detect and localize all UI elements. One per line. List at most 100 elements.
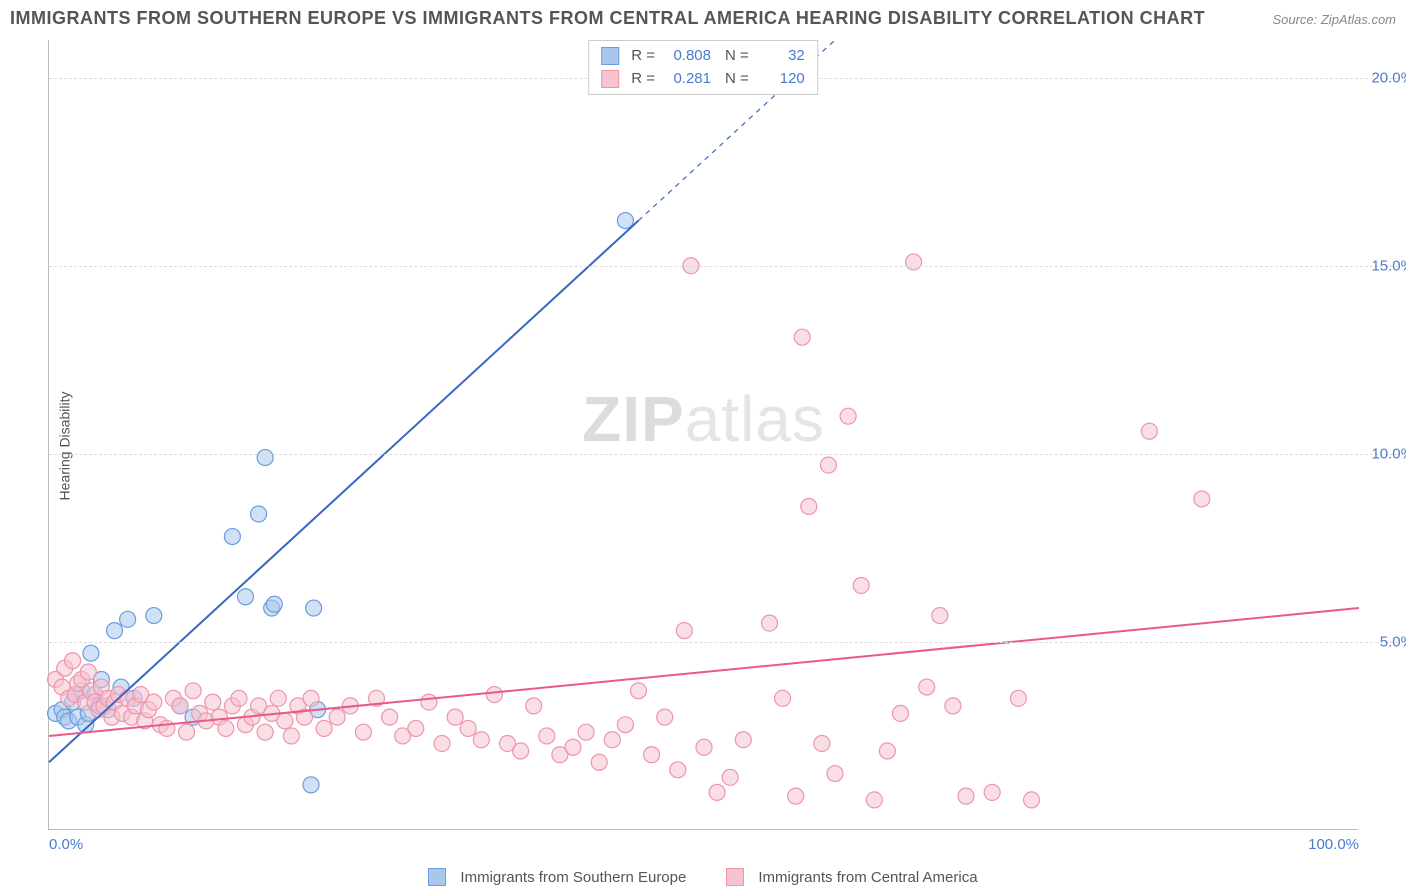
legend-r-label: R = [631,45,655,68]
data-point [224,529,240,545]
data-point [205,694,221,710]
data-point [1024,792,1040,808]
data-point [709,784,725,800]
data-point [185,683,201,699]
data-point [539,728,555,744]
data-point [408,720,424,736]
data-point [676,623,692,639]
data-point [762,615,778,631]
legend-n-label: N = [725,45,749,68]
data-point [879,743,895,759]
data-point [670,762,686,778]
data-point [853,577,869,593]
data-point [1194,491,1210,507]
data-point [303,777,319,793]
data-point [919,679,935,695]
legend-swatch [601,70,619,88]
data-point [604,732,620,748]
legend-r-value: 0.808 [661,45,711,68]
data-point [565,739,581,755]
trend-line [49,608,1359,736]
data-point [277,713,293,729]
data-point [460,720,476,736]
legend-n-value: 120 [755,68,805,91]
gridline [49,454,1398,455]
ytick-label: 20.0% [1371,69,1406,86]
data-point [906,254,922,270]
data-point [827,766,843,782]
data-point [159,720,175,736]
data-point [434,735,450,751]
data-point [657,709,673,725]
legend-stats-row: R = 0.808 N = 32 [601,45,805,68]
data-point [179,724,195,740]
legend-series-label: Immigrants from Southern Europe [460,869,686,886]
data-point [486,687,502,703]
data-point [1010,690,1026,706]
data-point [316,720,332,736]
legend-n-label: N = [725,68,749,91]
data-point [631,683,647,699]
data-point [257,450,273,466]
ytick-label: 5.0% [1380,633,1406,650]
data-point [578,724,594,740]
legend-swatch [726,868,744,886]
legend-swatch [428,868,446,886]
data-point [1141,423,1157,439]
data-point [932,608,948,624]
data-point [283,728,299,744]
legend-stats: R = 0.808 N = 32 R = 0.281 N = 120 [588,40,818,95]
ytick-label: 15.0% [1371,257,1406,274]
data-point [801,498,817,514]
trend-line [49,221,639,763]
data-point [83,645,99,661]
legend-swatch [601,47,619,65]
data-point [266,596,282,612]
plot-area: ZIPatlas 5.0%10.0%15.0%20.0%0.0%100.0% [48,40,1358,830]
legend-r-value: 0.281 [661,68,711,91]
legend-n-value: 32 [755,45,805,68]
data-point [893,705,909,721]
data-point [172,698,188,714]
data-point [329,709,345,725]
data-point [65,653,81,669]
data-point [617,717,633,733]
data-point [421,694,437,710]
legend-series-item: Immigrants from Central America [726,868,977,886]
data-point [526,698,542,714]
data-point [238,589,254,605]
data-point [257,724,273,740]
data-point [303,690,319,706]
data-point [355,724,371,740]
data-point [218,720,234,736]
data-point [984,784,1000,800]
data-point [958,788,974,804]
data-point [775,690,791,706]
legend-stats-row: R = 0.281 N = 120 [601,68,805,91]
data-point [473,732,489,748]
data-point [591,754,607,770]
title-bar: IMMIGRANTS FROM SOUTHERN EUROPE VS IMMIG… [10,8,1396,29]
data-point [866,792,882,808]
legend-r-label: R = [631,68,655,91]
xtick-label: 0.0% [49,836,83,853]
data-point [270,690,286,706]
chart-title: IMMIGRANTS FROM SOUTHERN EUROPE VS IMMIG… [10,8,1205,29]
data-point [513,743,529,759]
legend-series-label: Immigrants from Central America [758,869,977,886]
gridline [49,266,1398,267]
data-point [231,690,247,706]
data-point [447,709,463,725]
data-point [146,694,162,710]
plot-svg [49,40,1358,829]
data-point [814,735,830,751]
data-point [735,732,751,748]
data-point [820,457,836,473]
data-point [788,788,804,804]
legend-series-item: Immigrants from Southern Europe [428,868,686,886]
source-label: Source: ZipAtlas.com [1272,12,1396,27]
data-point [80,664,96,680]
ytick-label: 10.0% [1371,445,1406,462]
data-point [696,739,712,755]
data-point [382,709,398,725]
